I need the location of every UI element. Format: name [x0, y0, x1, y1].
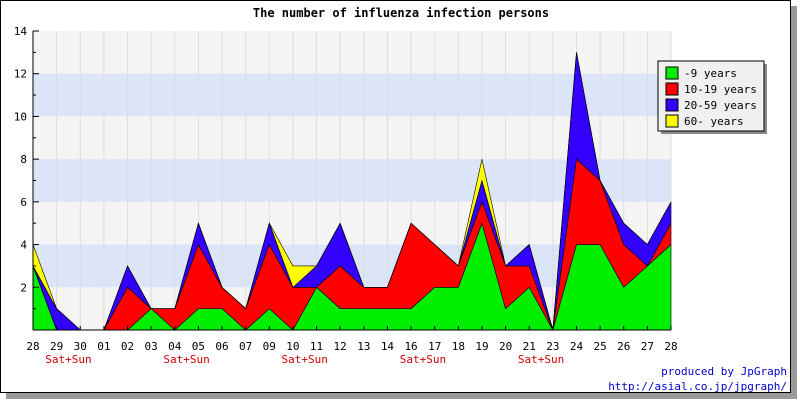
weekend-label: Sat+Sun	[163, 353, 209, 366]
legend-label: 10-19 years	[684, 83, 757, 96]
x-tick-label: 10	[286, 340, 299, 353]
x-tick-label: 28	[26, 340, 39, 353]
x-tick-label: 04	[168, 340, 182, 353]
stacked-areas	[32, 52, 672, 331]
legend-swatch	[665, 66, 679, 80]
legend-swatch	[665, 82, 679, 96]
y-tick-label: 10	[14, 110, 27, 123]
x-tick-label: 13	[357, 340, 370, 353]
x-tick-label: 23	[546, 340, 559, 353]
weekend-label: Sat+Sun	[518, 353, 564, 366]
legend-label: 20-59 years	[684, 99, 757, 112]
x-tick-label: 17	[428, 340, 441, 353]
x-tick-label: 21	[523, 340, 536, 353]
area-60-years	[32, 52, 672, 331]
x-tick-label: 16	[404, 340, 417, 353]
y-tick-label: 2	[20, 281, 27, 294]
x-tick-label: 28	[664, 340, 677, 353]
background-band	[33, 31, 671, 74]
y-tick-label: 14	[14, 25, 28, 38]
legend-label: -9 years	[684, 67, 737, 80]
x-tick-label: 09	[263, 340, 276, 353]
weekend-label: Sat+Sun	[400, 353, 446, 366]
legend-swatch	[665, 98, 679, 112]
legend-swatch	[665, 114, 679, 128]
x-tick-label: 25	[593, 340, 606, 353]
legend: -9 years 10-19 years 20-59 years 60- years	[657, 60, 767, 134]
x-tick-label: 06	[215, 340, 228, 353]
y-tick-label: 4	[20, 239, 27, 252]
x-tick-label: 11	[310, 340, 323, 353]
x-tick-label: 24	[570, 340, 584, 353]
y-tick-label: 6	[20, 196, 27, 209]
x-tick-label: 19	[475, 340, 488, 353]
legend-label: 60- years	[684, 115, 744, 128]
y-tick-label: 12	[14, 68, 27, 81]
weekend-label: Sat+Sun	[45, 353, 91, 366]
weekend-label: Sat+Sun	[282, 353, 328, 366]
x-tick-label: 03	[145, 340, 158, 353]
background-band	[33, 73, 671, 117]
x-tick-label: 14	[381, 340, 395, 353]
y-tick-label: 8	[20, 153, 27, 166]
x-tick-label: 02	[121, 340, 134, 353]
credit-producer: produced by JpGraph	[661, 365, 787, 378]
x-tick-label: 07	[239, 340, 252, 353]
x-tick-label: 29	[50, 340, 63, 353]
chart-title: The number of influenza infection person…	[253, 6, 549, 20]
credit-url: http://asial.co.jp/jpgraph/	[608, 380, 787, 393]
x-tick-label: 30	[74, 340, 87, 353]
x-tick-label: 20	[499, 340, 512, 353]
chart-frame: 2 4 6 8 10 12 14 28 29 30 01 02 03 04 05 06 07 09 10 11 12 13…	[0, 0, 791, 393]
x-tick-label: 01	[97, 340, 110, 353]
x-tick-label: 18	[452, 340, 465, 353]
background-band	[33, 116, 671, 160]
x-tick-label: 12	[334, 340, 347, 353]
x-tick-label: 26	[617, 340, 630, 353]
x-tick-label: 27	[641, 340, 654, 353]
x-tick-label: 05	[192, 340, 205, 353]
